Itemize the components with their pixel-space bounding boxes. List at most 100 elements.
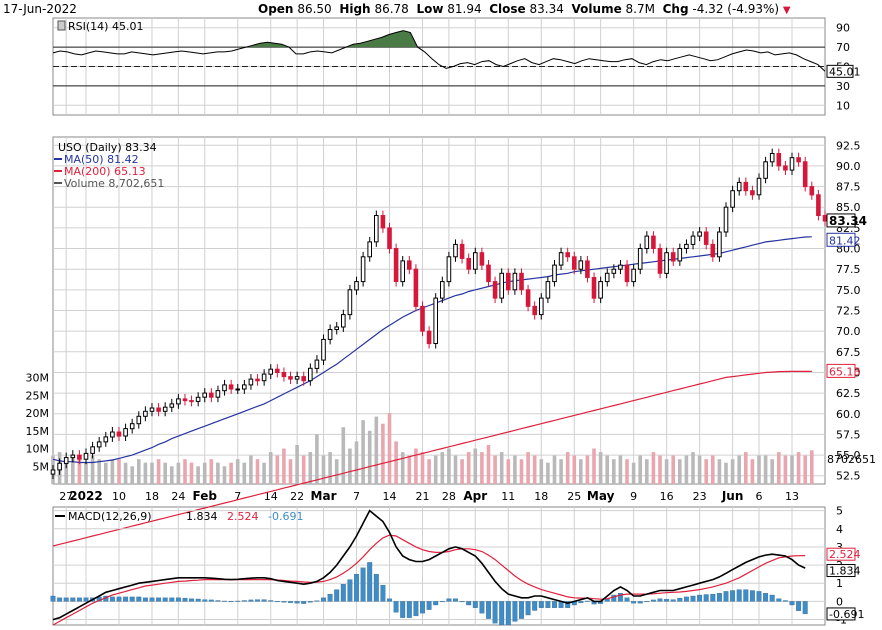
macd-hist-bar	[730, 590, 736, 602]
volume-bar	[400, 452, 405, 484]
macd-hist-bar	[281, 601, 287, 603]
price-y-tick: 85.0	[836, 201, 861, 214]
candle-body	[492, 281, 498, 299]
candle-body	[248, 378, 254, 386]
macd-hist-bar	[268, 600, 274, 602]
volume-bar	[361, 420, 365, 484]
candle-body	[301, 376, 306, 382]
x-tick-label: 2022	[69, 489, 102, 503]
rsi-value-tag	[826, 64, 854, 78]
volume-bar	[301, 455, 306, 484]
candle-body	[354, 281, 359, 291]
volume-bar	[308, 452, 313, 484]
volume-bar	[104, 462, 108, 484]
candle-body	[670, 252, 676, 262]
macd-hist-bar	[492, 601, 498, 624]
macd-legend-hist: -0.691	[268, 510, 303, 523]
volume-bar	[242, 462, 247, 484]
macd-hist-bar	[156, 597, 162, 602]
macd-hist-bar	[235, 600, 241, 602]
macd-hist-bar	[657, 598, 663, 602]
candle-body	[77, 454, 82, 460]
macd-hist-bar	[301, 601, 307, 604]
candle-body	[63, 457, 69, 464]
candle-body	[769, 153, 775, 163]
macd-y-tick: 1	[836, 577, 843, 590]
macd-hist-bar	[611, 594, 617, 602]
close-value-tag-box	[826, 213, 856, 228]
candle-body	[407, 260, 412, 270]
candle-body	[169, 403, 175, 408]
macd-hist-bar	[314, 600, 320, 602]
volume-bar	[189, 462, 194, 484]
rsi-value-tag-text: 45.01	[829, 65, 861, 78]
price-legend-ma200: MA(200) 65.13	[64, 165, 146, 178]
volume-bar	[770, 459, 774, 484]
ma50-value-tag-box	[826, 232, 856, 247]
macd-hist-bar	[123, 596, 129, 602]
volume-bar	[664, 459, 669, 484]
macd-hist-tag: -0.691	[829, 608, 864, 621]
volume-y-tick: 20M	[26, 407, 50, 420]
candle-body	[703, 231, 709, 245]
macd-hist-bar	[162, 597, 168, 602]
macd-hist-bar	[736, 589, 742, 602]
candle-body	[631, 268, 636, 283]
price-legend-volume: Volume 8,702,651	[64, 177, 164, 190]
volume-bar	[499, 452, 504, 484]
macd-legend-macd: 1.834	[186, 510, 218, 523]
macd-hist-bar	[677, 597, 683, 602]
macd-hist-bar	[255, 599, 260, 602]
volume-bar	[367, 430, 372, 484]
macd-hist-bar	[802, 601, 808, 615]
ma50-value-tag: 81.42	[829, 234, 861, 247]
x-tick-label: 24	[171, 490, 185, 503]
panel-frame-2	[52, 506, 826, 626]
candle-body	[539, 297, 544, 316]
volume-bar	[605, 455, 609, 484]
volume-bar	[763, 455, 768, 484]
macd-hist-bar	[76, 597, 82, 602]
macd-hist-bar	[749, 590, 755, 602]
macd-hist-bar	[129, 596, 135, 602]
candle-body	[664, 252, 669, 274]
volume-bar	[473, 448, 478, 484]
macd-hist-bar	[479, 601, 485, 614]
candle-body	[123, 428, 128, 437]
volume-bar	[282, 448, 286, 484]
macd-hist-bar	[439, 601, 445, 603]
macd-y-tick: 5	[836, 505, 843, 518]
candle-body	[360, 256, 366, 283]
volume-bar	[288, 459, 293, 484]
macd-hist-bar	[703, 594, 709, 602]
candle-body	[697, 231, 702, 237]
price-y-tick: 62.5	[836, 387, 861, 400]
volume-bar	[156, 459, 161, 484]
candle-body	[618, 264, 623, 270]
price-y-tick: 70.0	[836, 325, 861, 338]
macd-hist-bar	[552, 601, 557, 608]
macd-line	[52, 509, 806, 621]
x-tick-label: 18	[534, 490, 548, 503]
volume-bar	[671, 455, 675, 484]
open-value: 86.50	[297, 2, 332, 16]
macd-hist-bar	[763, 593, 769, 602]
macd-hist-bar	[393, 601, 399, 613]
rsi-y-tick: 70	[836, 41, 850, 54]
candle-body	[750, 190, 755, 196]
candle-body	[413, 268, 419, 307]
x-tick-label: 16	[660, 490, 674, 503]
rsi-y-tick: 30	[836, 80, 850, 93]
macd-hist-bar	[367, 562, 373, 602]
candle-body	[796, 157, 801, 163]
volume-bar	[790, 455, 794, 484]
macd-hist-bar	[512, 601, 518, 622]
price-y-tick: 72.5	[836, 305, 861, 318]
candle-body	[499, 272, 504, 299]
price-y-tick: 87.5	[836, 181, 861, 194]
macd-hist-bar	[63, 597, 69, 602]
volume-bar	[526, 452, 530, 484]
macd-hist-bar	[334, 589, 340, 602]
price-y-tick: 77.5	[836, 263, 861, 276]
macd-hist-bar	[796, 601, 802, 611]
